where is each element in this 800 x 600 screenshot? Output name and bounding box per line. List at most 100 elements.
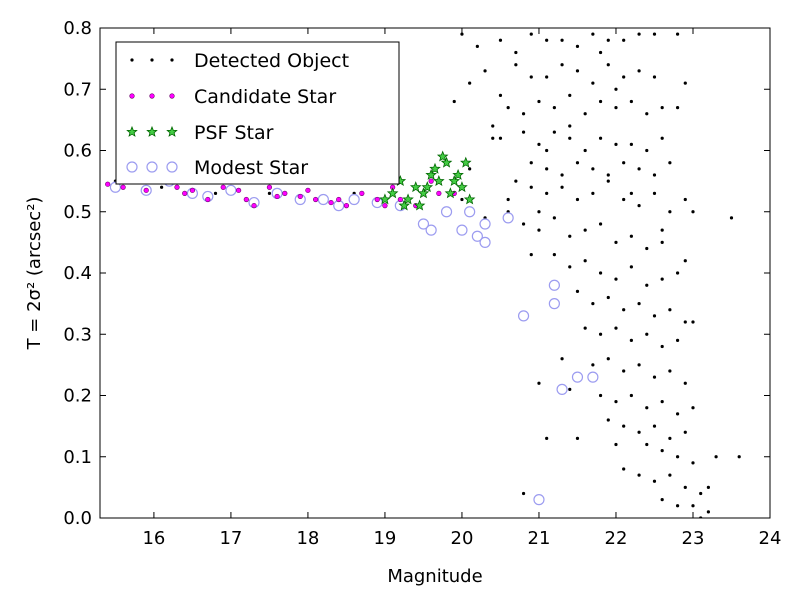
data-point: [456, 181, 468, 193]
x-tick-label: 22: [605, 528, 628, 549]
data-point: [305, 187, 311, 193]
data-point: [591, 191, 595, 195]
data-point: [652, 32, 657, 36]
series-small-magenta-dot: [105, 178, 457, 209]
legend-label-detected: Detected Object: [194, 50, 349, 72]
data-point: [683, 81, 687, 85]
data-point: [668, 473, 672, 477]
data-point: [645, 442, 649, 447]
data-point: [583, 112, 587, 116]
data-point: [220, 184, 226, 190]
data-point: [668, 161, 672, 165]
data-point: [575, 44, 580, 48]
data-point: [456, 224, 468, 236]
legend: Detected Object Candidate Star PSF Star …: [115, 41, 400, 185]
y-axis-label: T = 2σ² (arcsec²): [24, 197, 45, 351]
data-point: [660, 228, 664, 232]
data-point: [143, 187, 149, 193]
legend-markers: [126, 58, 178, 173]
data-point: [413, 199, 426, 211]
data-point: [637, 473, 641, 477]
x-tick-label: 16: [142, 528, 165, 549]
data-point: [398, 199, 410, 211]
data-point: [652, 173, 657, 177]
data-point: [660, 400, 664, 404]
data-point: [205, 196, 211, 203]
data-point: [429, 162, 441, 174]
data-point: [109, 181, 122, 193]
data-point: [675, 106, 680, 110]
data-point: [598, 393, 603, 398]
data-point: [629, 265, 633, 269]
data-point: [448, 175, 461, 187]
legend-label-modest: Modest Star: [194, 157, 308, 179]
data-point: [545, 38, 549, 42]
data-point: [645, 406, 649, 410]
legend-marker: [126, 161, 138, 173]
data-point: [460, 32, 464, 36]
data-point: [629, 142, 633, 146]
data-point: [545, 436, 549, 440]
data-point: [683, 430, 687, 434]
data-point: [568, 136, 572, 140]
data-point: [336, 196, 342, 203]
legend-box: [115, 41, 400, 185]
data-point: [691, 504, 695, 508]
data-point: [537, 228, 541, 232]
data-point: [529, 161, 533, 165]
y-tick-label: 0.3: [63, 324, 92, 345]
x-tick-label: 23: [682, 528, 705, 549]
data-point: [637, 167, 641, 171]
data-point: [552, 253, 556, 257]
x-tick-label: 17: [219, 528, 242, 549]
data-point: [537, 381, 541, 385]
data-point: [251, 203, 257, 209]
data-point: [514, 63, 518, 67]
data-point: [514, 50, 518, 55]
data-point: [433, 175, 445, 187]
data-point: [317, 193, 329, 206]
data-point: [266, 184, 273, 190]
data-point: [614, 277, 618, 281]
data-point: [521, 222, 526, 226]
x-tick-label: 19: [373, 528, 396, 549]
data-point: [297, 193, 303, 200]
data-point: [521, 491, 526, 496]
data-point: [529, 185, 533, 189]
data-point: [629, 99, 633, 104]
data-point: [498, 136, 503, 140]
data-point: [491, 124, 495, 128]
data-point: [614, 106, 618, 110]
legend-marker: [169, 93, 175, 99]
data-point: [568, 265, 572, 269]
data-point: [652, 479, 657, 483]
data-point: [614, 400, 618, 404]
legend-marker: [129, 93, 135, 99]
x-tick-label: 18: [296, 528, 319, 549]
data-point: [425, 168, 437, 180]
data-point: [545, 75, 549, 79]
data-point: [645, 148, 649, 153]
data-point: [683, 381, 687, 385]
data-point: [545, 191, 549, 195]
data-point: [598, 50, 603, 55]
data-point: [402, 193, 414, 205]
x-tick-label: 21: [528, 528, 551, 549]
data-point: [652, 75, 657, 79]
data-point: [545, 167, 549, 171]
data-point: [560, 357, 564, 361]
data-point: [652, 424, 657, 428]
data-point: [548, 279, 560, 291]
legend-marker: [146, 161, 158, 173]
data-point: [568, 387, 572, 391]
data-point: [606, 63, 610, 67]
data-point: [556, 383, 568, 395]
data-point: [591, 167, 595, 171]
data-point: [675, 338, 680, 342]
data-point: [575, 289, 580, 293]
data-point: [374, 196, 380, 203]
data-point: [668, 308, 672, 312]
data-point: [267, 191, 272, 195]
x-axis-label: Magnitude: [387, 566, 482, 587]
data-point: [652, 191, 657, 195]
